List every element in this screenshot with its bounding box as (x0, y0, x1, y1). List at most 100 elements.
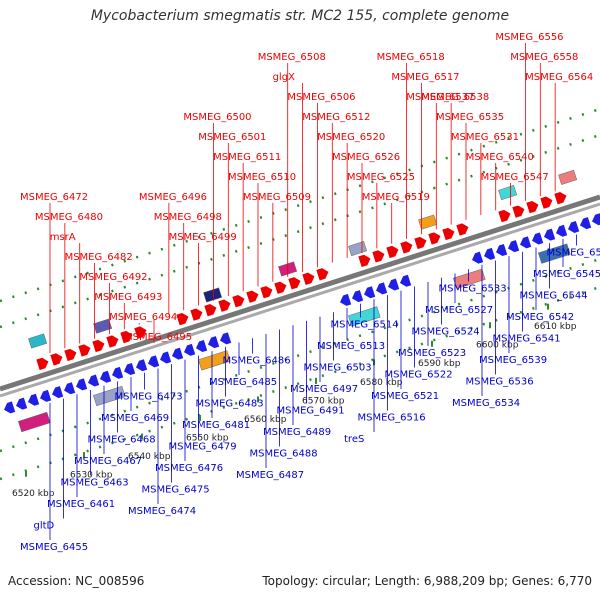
forward-gene-label[interactable]: MSMEG_6558 (510, 52, 578, 63)
forward-gene[interactable] (120, 329, 134, 344)
reverse-gene[interactable] (554, 224, 568, 239)
reverse-gene[interactable] (134, 359, 148, 373)
reverse-gene[interactable] (62, 382, 76, 396)
reverse-gene-label[interactable]: MSMEG_6513 (317, 341, 385, 352)
forward-gene-label[interactable]: MSMEG_6506 (287, 92, 355, 103)
forward-gene[interactable] (316, 267, 330, 281)
reverse-gene-label[interactable]: MSMEG_6522 (385, 370, 453, 381)
reverse-gene-label[interactable]: MSMEG_6467 (74, 456, 142, 467)
reverse-gene[interactable] (14, 397, 28, 412)
forward-gene[interactable] (456, 222, 470, 236)
forward-gene[interactable] (190, 307, 204, 321)
reverse-gene-label[interactable]: MSMEG_6541 (493, 334, 561, 345)
reverse-gene[interactable] (530, 232, 544, 246)
forward-gene[interactable] (498, 208, 512, 223)
forward-gene[interactable] (442, 226, 456, 241)
reverse-gene[interactable] (86, 374, 100, 389)
reverse-gene-label[interactable]: MSMEG_6489 (263, 427, 331, 438)
forward-gene-label[interactable]: MSMEG_6525 (347, 172, 415, 183)
forward-gene[interactable] (134, 325, 148, 339)
reverse-gene[interactable] (506, 240, 520, 254)
reverse-gene-label[interactable]: MSMEG_6524 (412, 327, 480, 338)
reverse-gene-label[interactable]: MSMEG_6474 (128, 506, 196, 517)
reverse-gene[interactable] (146, 355, 160, 369)
reverse-gene-label[interactable]: MSMEG_6475 (142, 485, 210, 496)
reverse-gene[interactable] (542, 228, 556, 243)
forward-gene-label[interactable]: MSMEG_6547 (481, 172, 549, 183)
reverse-gene-label[interactable]: MSMEG_6542 (506, 312, 574, 323)
forward-gene-label[interactable]: MSMEG_6472 (20, 192, 88, 203)
forward-gene[interactable] (232, 294, 246, 308)
forward-gene[interactable] (400, 240, 414, 254)
reverse-gene-label[interactable]: treS (344, 434, 364, 445)
forward-gene-label[interactable]: MSMEG_6511 (213, 152, 281, 163)
reverse-gene[interactable] (98, 370, 112, 385)
reverse-gene[interactable] (362, 286, 376, 300)
reverse-gene[interactable] (566, 220, 580, 235)
reverse-gene-label[interactable]: MSMEG_6553 (547, 248, 600, 259)
forward-gene[interactable] (386, 244, 400, 259)
forward-gene-label[interactable]: MSMEG_6509 (243, 192, 311, 203)
rna-feature[interactable] (558, 169, 578, 185)
forward-gene[interactable] (372, 249, 386, 263)
forward-gene-label[interactable]: MSMEG_6517 (391, 72, 459, 83)
reverse-gene-label[interactable]: MSMEG_6534 (452, 398, 520, 409)
forward-gene[interactable] (414, 235, 428, 250)
reverse-gene[interactable] (206, 336, 220, 350)
reverse-gene[interactable] (2, 401, 16, 415)
forward-gene-label[interactable]: MSMEG_6535 (436, 112, 504, 123)
reverse-gene[interactable] (374, 282, 388, 296)
forward-gene[interactable] (428, 231, 442, 245)
forward-gene-label[interactable]: MSMEG_6531 (451, 132, 519, 143)
reverse-gene-label[interactable]: MSMEG_6481 (182, 420, 250, 431)
forward-gene[interactable] (526, 199, 540, 214)
forward-gene-label[interactable]: MSMEG_6499 (169, 232, 237, 243)
reverse-gene-label[interactable]: MSMEG_6545 (533, 269, 600, 280)
forward-gene-label[interactable]: MSMEG_6564 (525, 72, 593, 83)
reverse-gene[interactable] (398, 274, 412, 289)
reverse-gene[interactable] (386, 278, 400, 293)
forward-gene[interactable] (218, 298, 232, 312)
forward-gene[interactable] (246, 289, 260, 303)
forward-gene-label[interactable]: MSMEG_6519 (362, 192, 430, 203)
reverse-gene-label[interactable]: MSMEG_6497 (290, 384, 358, 395)
reverse-gene-label[interactable]: MSMEG_6461 (47, 499, 115, 510)
reverse-gene-label[interactable]: gltD (34, 521, 55, 532)
forward-gene[interactable] (512, 204, 526, 218)
forward-gene-label[interactable]: MSMEG_6508 (258, 52, 326, 63)
forward-gene-label[interactable]: MSMEG_6556 (495, 32, 563, 43)
forward-gene-label[interactable]: MSMEG_6494 (109, 312, 177, 323)
forward-gene-label[interactable]: MSMEG_6498 (154, 212, 222, 223)
reverse-gene[interactable] (38, 389, 52, 404)
rna-feature[interactable] (203, 287, 223, 303)
rna-feature[interactable] (538, 243, 571, 264)
forward-gene-label[interactable]: MSMEG_6518 (377, 52, 445, 63)
forward-gene-label[interactable]: MSMEG_6526 (332, 152, 400, 163)
reverse-gene-label[interactable]: MSMEG_6491 (277, 406, 345, 417)
forward-gene-label[interactable]: MSMEG_6480 (35, 212, 103, 223)
forward-gene-label[interactable]: MSMEG_6500 (183, 112, 251, 123)
reverse-gene-label[interactable]: MSMEG_6483 (196, 399, 264, 410)
reverse-gene[interactable] (170, 347, 184, 362)
forward-gene-label[interactable]: MSMEG_6493 (94, 292, 162, 303)
reverse-gene-label[interactable]: MSMEG_6469 (101, 413, 169, 424)
reverse-gene[interactable] (122, 363, 136, 377)
reverse-gene-label[interactable]: MSMEG_6533 (439, 284, 507, 295)
forward-gene[interactable] (50, 352, 64, 366)
forward-gene-label[interactable]: MSMEG_6512 (302, 112, 370, 123)
forward-gene-label[interactable]: MSMEG_6495 (124, 332, 192, 343)
forward-gene-label[interactable]: MSMEG_6501 (198, 132, 266, 143)
reverse-gene[interactable] (518, 236, 532, 250)
forward-gene-label[interactable]: MSMEG_6540 (466, 152, 534, 163)
reverse-gene-label[interactable]: MSMEG_6514 (331, 320, 399, 331)
rna-feature[interactable] (348, 306, 381, 327)
forward-gene-label[interactable]: glgX (273, 72, 295, 83)
forward-gene-label[interactable]: msrA (50, 232, 76, 243)
forward-gene[interactable] (64, 347, 78, 362)
forward-gene-label[interactable]: MSMEG_6496 (139, 192, 207, 203)
reverse-gene-label[interactable]: MSMEG_6544 (520, 291, 588, 302)
reverse-gene[interactable] (158, 351, 172, 366)
forward-gene-label[interactable]: MSMEG_6520 (317, 132, 385, 143)
forward-gene[interactable] (78, 343, 92, 357)
forward-gene[interactable] (554, 190, 568, 205)
